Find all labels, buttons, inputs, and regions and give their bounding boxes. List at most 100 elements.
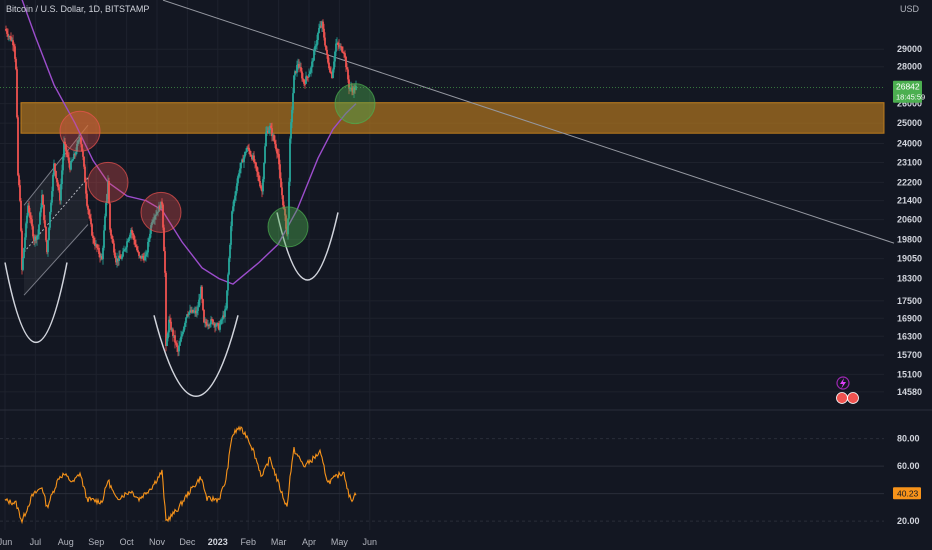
candle: [20, 198, 22, 233]
candle-body: [299, 67, 301, 69]
candle: [233, 198, 235, 212]
candle: [185, 316, 187, 328]
candle-body: [158, 205, 160, 212]
candle-body: [23, 248, 25, 259]
candle-body: [346, 67, 348, 70]
candle-body: [312, 60, 314, 62]
time-tick-label: May: [331, 537, 349, 547]
candle: [136, 244, 138, 252]
candle-body: [136, 246, 138, 251]
candle-body: [24, 237, 26, 249]
candle-body: [354, 87, 356, 90]
candle-body: [63, 141, 65, 158]
candle: [222, 310, 224, 324]
candle: [58, 184, 60, 193]
candle-body: [137, 250, 139, 253]
candle: [164, 246, 166, 277]
price-axis[interactable]: USD 29000 28000 26000 25000 24000 23100 22200 21…: [897, 4, 922, 397]
cup-arc: [276, 212, 339, 281]
candle-body: [79, 137, 81, 140]
candle: [204, 316, 206, 328]
candle-body: [236, 183, 238, 191]
candle: [128, 236, 130, 243]
candle: [102, 245, 104, 265]
candle-body: [184, 322, 186, 327]
candle-body: [72, 158, 74, 161]
candle: [291, 106, 293, 129]
candle-body: [25, 223, 27, 238]
candle: [30, 212, 32, 225]
last-price-value: 26842: [896, 82, 920, 92]
candle: [77, 139, 79, 147]
candle: [146, 250, 148, 257]
candle: [5, 25, 7, 32]
candle: [179, 338, 181, 347]
candle-body: [334, 51, 336, 62]
candle: [23, 247, 25, 259]
candle: [61, 164, 63, 190]
candles: [5, 19, 357, 357]
candle: [159, 204, 161, 211]
time-axis[interactable]: Jun Jul Aug Sep Oct Nov Dec 2023 Feb Mar Apr May Jun: [0, 537, 377, 547]
candle-body: [221, 319, 223, 321]
event-markers: [836, 376, 859, 404]
candle: [207, 320, 209, 330]
candle: [22, 257, 24, 272]
candle: [54, 162, 56, 177]
candle: [300, 62, 302, 73]
candle-body: [177, 347, 179, 352]
candle: [320, 20, 322, 29]
candle: [292, 87, 294, 114]
candle-body: [355, 86, 357, 90]
candle-body: [290, 122, 292, 139]
candle: [183, 325, 185, 333]
candle-body: [352, 90, 354, 93]
candle-body: [348, 79, 350, 89]
candle: [21, 228, 23, 275]
candle: [134, 236, 136, 248]
candle: [106, 193, 108, 206]
symbol-title: Bitcoin / U.S. Dollar, 1D, BITSTAMP: [6, 4, 149, 14]
candle-body: [324, 37, 326, 46]
candle-body: [195, 310, 197, 314]
candle: [125, 245, 127, 253]
candle-body: [317, 32, 319, 41]
candle: [313, 47, 315, 61]
candle: [242, 154, 244, 163]
candle-body: [282, 195, 284, 206]
price-tick-label: 23100: [897, 158, 922, 168]
candle: [178, 340, 180, 356]
candle-body: [276, 149, 278, 154]
candle-body: [60, 184, 62, 201]
candle: [147, 237, 149, 258]
candle: [315, 44, 317, 50]
time-tick-label: Aug: [58, 537, 74, 547]
candle-body: [16, 69, 18, 118]
candle: [160, 201, 162, 210]
candle: [7, 28, 9, 41]
candle-body: [259, 181, 261, 187]
candle-body: [341, 46, 343, 52]
candle: [66, 147, 68, 158]
candle-body: [193, 311, 195, 313]
candle-body: [54, 163, 56, 171]
candle-body: [123, 249, 125, 252]
candle: [40, 203, 42, 217]
candle: [346, 63, 348, 70]
candle-body: [296, 65, 298, 73]
candle-body: [225, 308, 227, 310]
candle-body: [237, 176, 239, 184]
candle: [286, 228, 288, 237]
candle: [57, 180, 59, 191]
candle-body: [85, 181, 87, 194]
candle: [212, 318, 214, 326]
candle: [38, 223, 40, 240]
candle-body: [31, 219, 33, 227]
candle: [218, 321, 220, 331]
candle-body: [240, 162, 242, 169]
candle: [99, 251, 101, 263]
candle: [141, 254, 143, 259]
candle-body: [338, 44, 340, 47]
candle: [228, 256, 230, 276]
